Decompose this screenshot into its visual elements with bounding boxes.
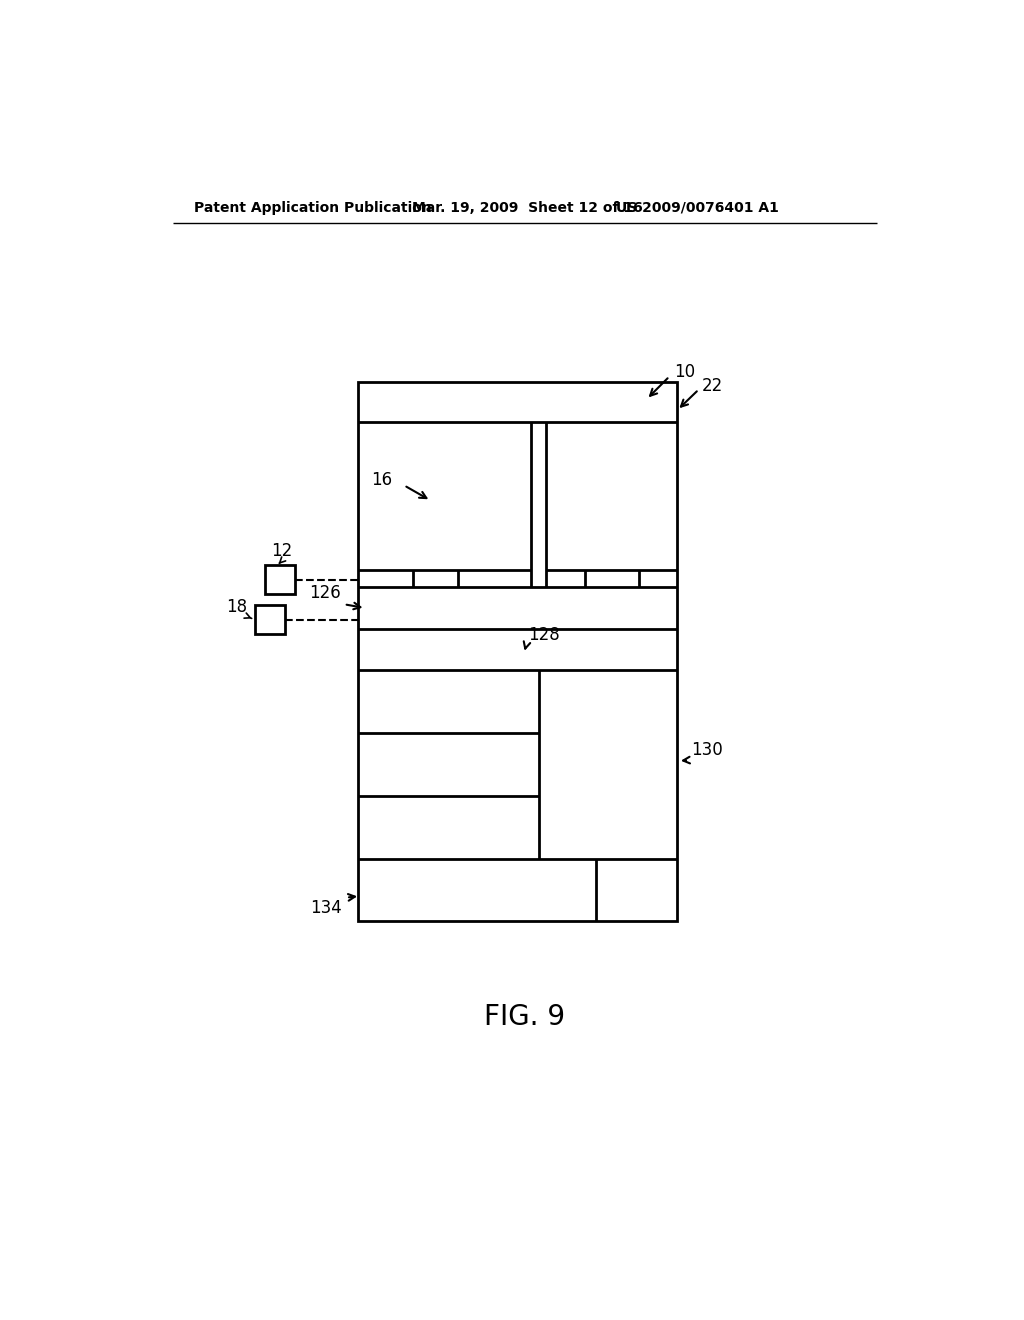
Text: Mar. 19, 2009  Sheet 12 of 16: Mar. 19, 2009 Sheet 12 of 16 bbox=[412, 201, 642, 215]
Text: 10: 10 bbox=[674, 363, 695, 381]
Text: 16: 16 bbox=[372, 471, 392, 488]
Text: 130: 130 bbox=[691, 741, 723, 759]
Bar bbox=[255, 605, 285, 635]
Text: 128: 128 bbox=[527, 626, 559, 644]
Text: 22: 22 bbox=[701, 376, 723, 395]
Bar bbox=[357, 381, 677, 921]
Text: US 2009/0076401 A1: US 2009/0076401 A1 bbox=[615, 201, 778, 215]
Text: Patent Application Publication: Patent Application Publication bbox=[194, 201, 431, 215]
Text: 18: 18 bbox=[226, 598, 248, 615]
Text: FIG. 9: FIG. 9 bbox=[484, 1003, 565, 1031]
Text: 12: 12 bbox=[271, 543, 292, 561]
Bar bbox=[265, 565, 295, 594]
Text: 126: 126 bbox=[309, 583, 341, 602]
Text: 134: 134 bbox=[310, 899, 342, 917]
